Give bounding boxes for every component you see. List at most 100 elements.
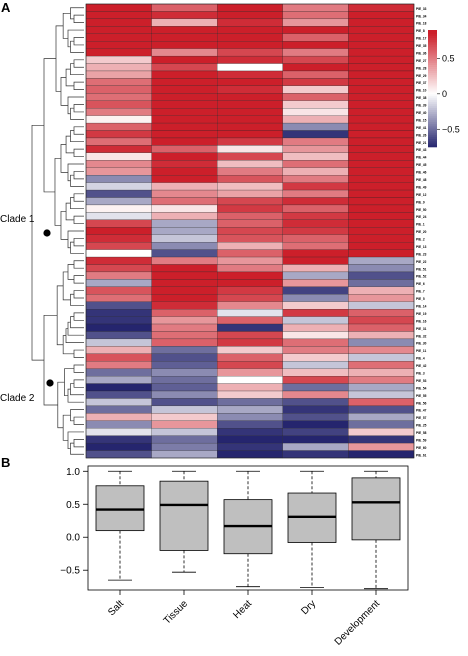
heatmap-cell: [348, 323, 415, 332]
dendrogram-branch: [70, 63, 84, 76]
dendrogram-branch: [73, 148, 84, 157]
dendrogram-branch: [73, 59, 84, 68]
heatmap-cell: [282, 309, 349, 317]
heatmap-cell: [151, 167, 218, 176]
heatmap-cell: [217, 197, 283, 206]
heatmap-cell: [282, 338, 349, 347]
heatmap-row-label: PIE_18: [416, 22, 427, 26]
heatmap-cell: [151, 286, 218, 295]
heatmap-cell: [151, 405, 218, 414]
colorbar-segment: [428, 30, 437, 33]
dendrogram-branch: [65, 202, 74, 221]
heatmap-cell: [217, 256, 283, 265]
heatmap-row-label: PIE_8: [416, 29, 425, 33]
heatmap-cell: [85, 26, 152, 34]
heatmap-cell: [217, 271, 283, 280]
heatmap-cell: [151, 93, 218, 101]
heatmap-cell: [348, 204, 415, 213]
heatmap-cell: [348, 122, 415, 131]
heatmap-cell: [85, 108, 152, 116]
dendrogram-branch: [73, 290, 84, 299]
heatmap-cell: [282, 108, 349, 116]
heatmap-cell: [282, 420, 349, 429]
heatmap-cell: [85, 450, 152, 459]
heatmap-cell: [151, 3, 218, 12]
heatmap-cell: [217, 353, 283, 362]
heatmap-cell: [282, 160, 349, 168]
heatmap-cell: [348, 450, 415, 459]
heatmap-cell: [151, 368, 218, 377]
heatmap-cell: [217, 152, 283, 161]
colorbar-segment: [428, 63, 437, 66]
dendrogram-branch: [60, 77, 68, 106]
heatmap-cell: [85, 294, 152, 302]
heatmap-cell: [282, 279, 349, 287]
heatmap-cell: [85, 93, 152, 101]
heatmap-cell: [282, 33, 349, 42]
heatmap-cell: [282, 264, 349, 273]
heatmap-cell: [282, 115, 349, 124]
heatmap-cell: [151, 435, 218, 444]
heatmap-cell: [85, 152, 152, 161]
heatmap-cell: [282, 323, 349, 332]
heatmap-cell: [151, 361, 218, 369]
dendrogram-branch: [70, 442, 84, 455]
heatmap-cell: [85, 346, 152, 354]
heatmap-cell: [85, 41, 152, 49]
heatmap-row-label: PIE_13: [416, 245, 427, 249]
heatmap-cell: [151, 234, 218, 243]
colorbar-segment: [428, 49, 437, 52]
panel-a-label: A: [1, 0, 11, 15]
heatmap-cell: [85, 212, 152, 220]
heatmap-cell: [151, 212, 218, 220]
heatmap-cell: [217, 361, 283, 369]
heatmap-cell: [348, 145, 415, 153]
dendrogram-branch: [67, 264, 74, 280]
heatmap-cell: [85, 249, 152, 258]
dendrogram-branch: [73, 37, 84, 46]
heatmap-cell: [348, 33, 415, 42]
heatmap-cell: [217, 100, 283, 109]
heatmap-cell: [85, 130, 152, 139]
heatmap-cell: [282, 383, 349, 392]
heatmap-cell: [151, 78, 218, 86]
heatmap-cell: [85, 309, 152, 317]
heatmap-cell: [348, 294, 415, 302]
colorbar-segment: [428, 109, 437, 113]
x-tick-label: Dry: [299, 598, 318, 617]
dendrogram-branch: [73, 14, 84, 23]
heatmap-cell: [217, 3, 283, 12]
heatmap-cell: [348, 405, 415, 414]
heatmap-cell: [85, 376, 152, 384]
colorbar-segment: [428, 72, 437, 76]
heatmap-cell: [282, 450, 349, 459]
heatmap-cell: [85, 63, 152, 72]
dendrogram-branch: [55, 25, 64, 92]
heatmap-row-label: PIE_12: [416, 193, 427, 197]
heatmap-cell: [151, 108, 218, 116]
heatmap-cell: [151, 256, 218, 265]
heatmap-cell: [348, 383, 415, 392]
dendrogram: [31, 7, 84, 455]
heatmap-cell: [151, 227, 218, 235]
dendrogram-branch: [73, 104, 84, 113]
heatmap-cell: [151, 63, 218, 72]
heatmap-cell: [282, 398, 349, 407]
heatmap-row-label: PIE_30: [416, 342, 427, 346]
box-salt: [95, 485, 145, 532]
heatmap-cell: [151, 323, 218, 332]
colorbar-segment: [428, 115, 437, 119]
heatmap-cell: [151, 271, 218, 280]
dendrogram-branch: [54, 158, 61, 226]
heatmap-row-label: PIE_40: [416, 111, 427, 115]
heatmap-row-label: PIE_19: [416, 312, 427, 316]
heatmap-cell: [282, 26, 349, 34]
heatmap-cell: [217, 63, 283, 72]
colorbar-segment: [428, 31, 437, 35]
dendrogram-branch: [70, 7, 84, 20]
heatmap-cell: [348, 182, 415, 191]
heatmap-row-label: PIE_37: [416, 81, 427, 85]
heatmap-cell: [282, 234, 349, 243]
heatmap-cell: [282, 413, 349, 421]
colorbar-segment: [428, 92, 437, 95]
